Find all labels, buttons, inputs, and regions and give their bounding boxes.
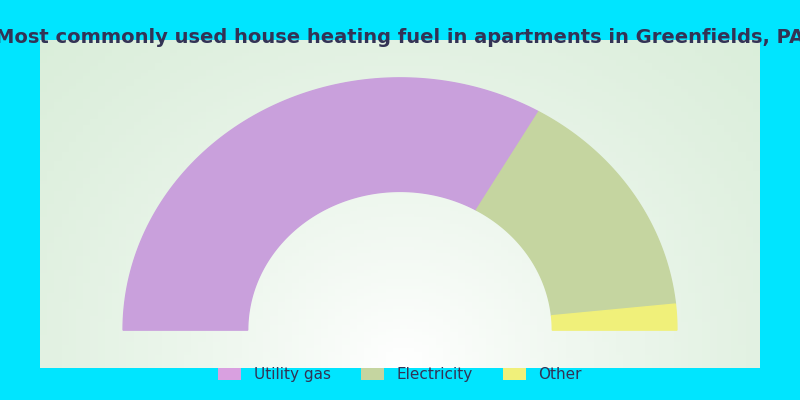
- Polygon shape: [123, 78, 538, 330]
- Polygon shape: [476, 112, 675, 316]
- Polygon shape: [551, 304, 677, 330]
- Text: Most commonly used house heating fuel in apartments in Greenfields, PA: Most commonly used house heating fuel in…: [0, 28, 800, 47]
- Legend: Utility gas, Electricity, Other: Utility gas, Electricity, Other: [212, 361, 588, 388]
